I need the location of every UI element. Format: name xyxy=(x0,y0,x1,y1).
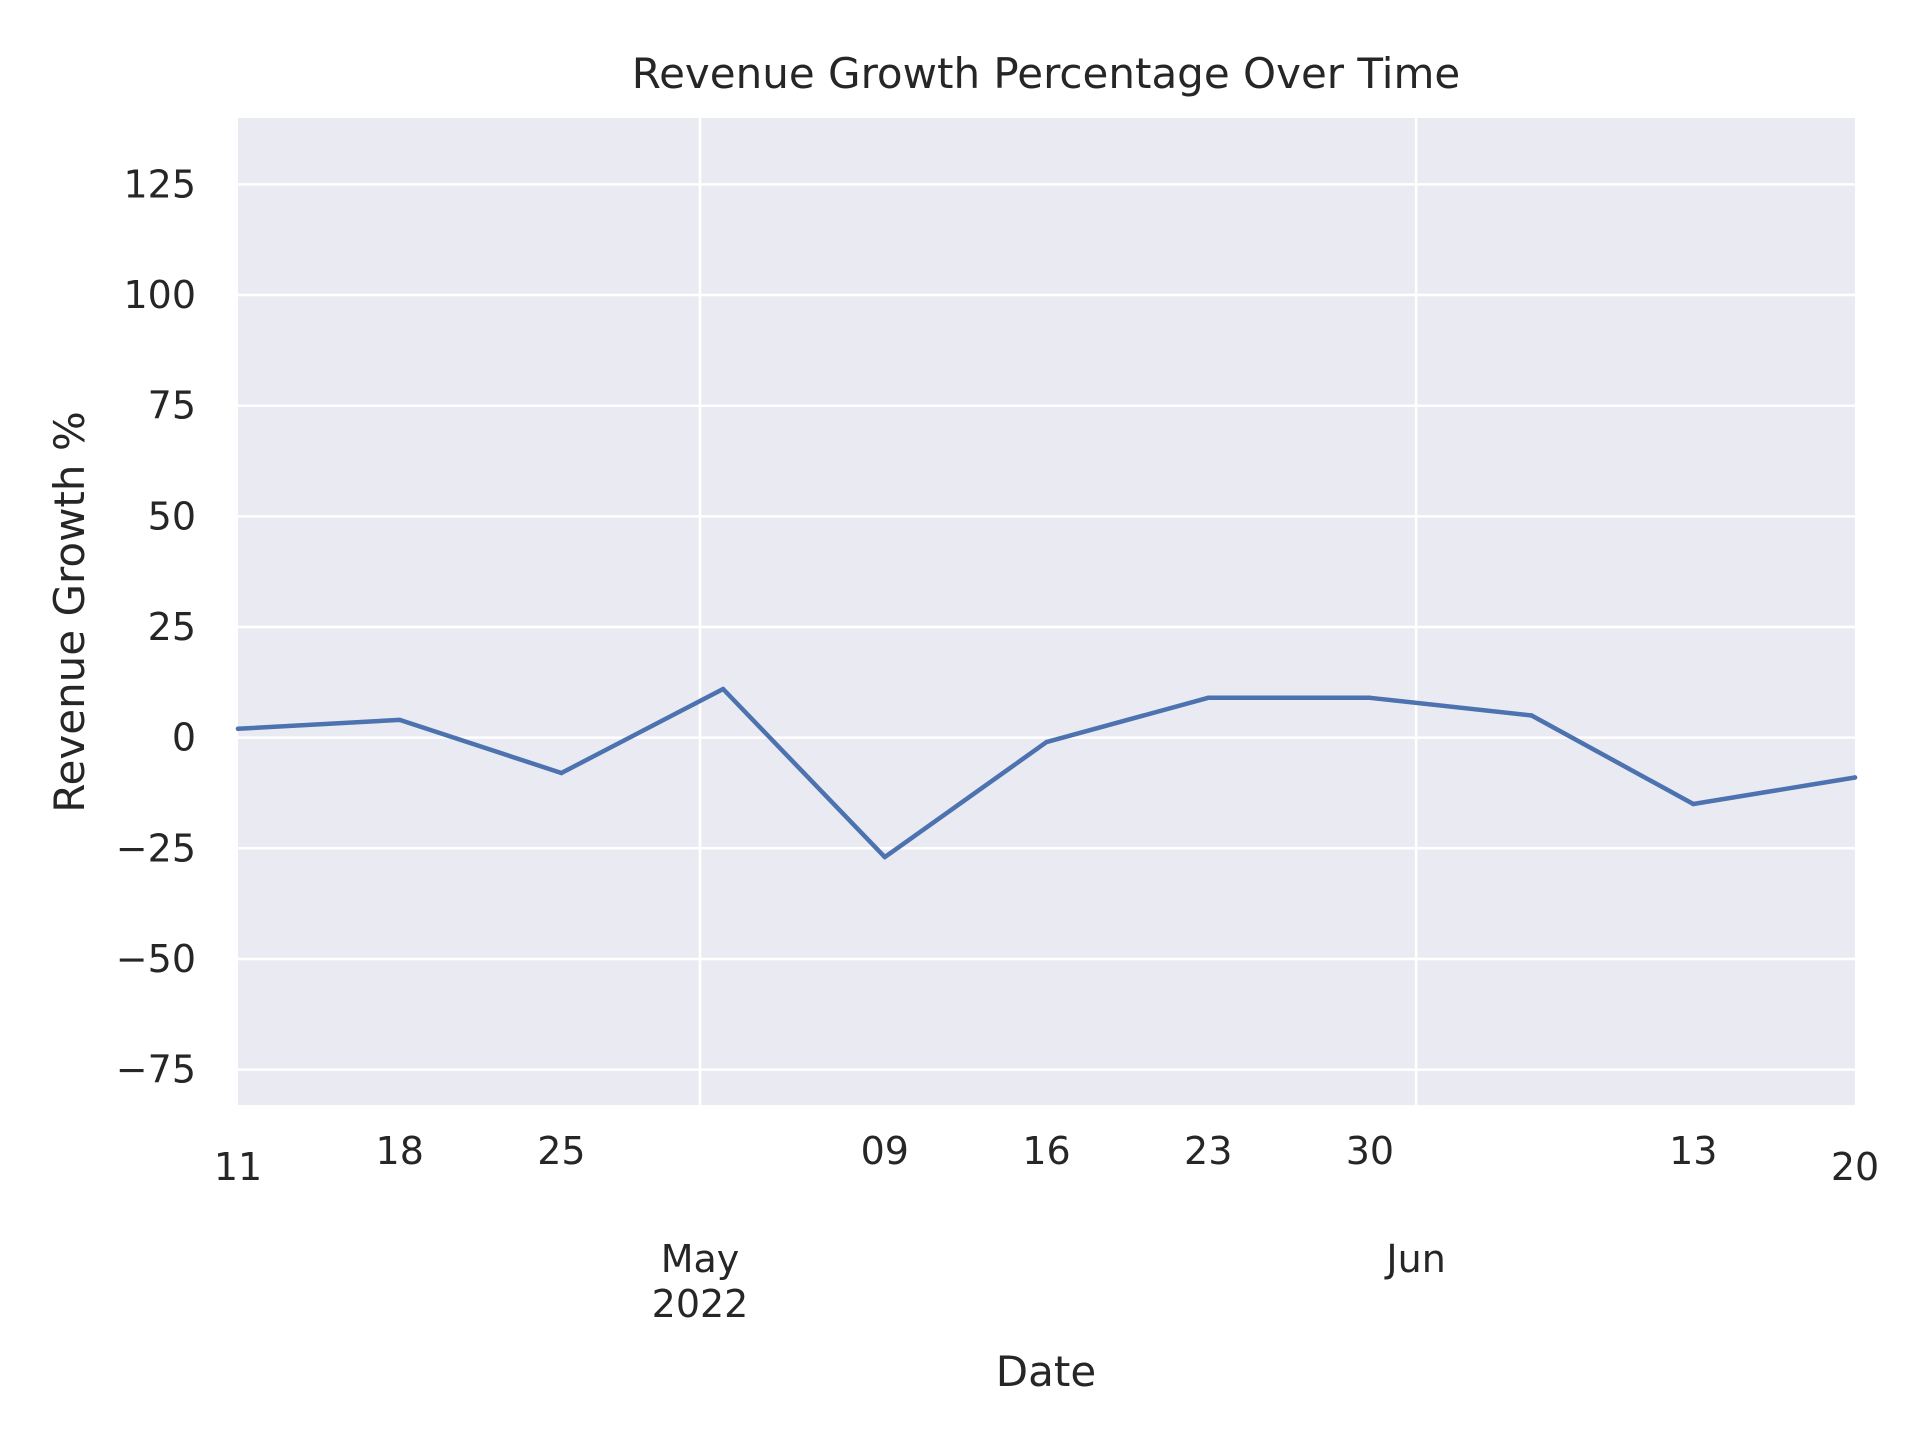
grid-lines xyxy=(238,118,1855,1105)
data-point xyxy=(397,717,402,723)
data-point xyxy=(1206,695,1211,701)
data-point xyxy=(1691,801,1696,807)
x-tick-label: 16 xyxy=(1022,1129,1070,1173)
x-tick-label: 11 xyxy=(214,1145,262,1189)
data-point xyxy=(1852,775,1858,780)
data-point xyxy=(559,770,564,776)
data-point xyxy=(720,686,726,692)
x-tick-label: 30 xyxy=(1346,1129,1394,1173)
y-tick-label: 0 xyxy=(172,716,196,760)
plot-area xyxy=(238,118,1855,1105)
y-tick-label: −50 xyxy=(116,937,196,981)
y-tick-label: 100 xyxy=(123,273,196,317)
y-tick-label: −25 xyxy=(116,826,196,870)
y-tick-label: 125 xyxy=(123,162,196,206)
series-layer xyxy=(235,686,1858,860)
x-tick-label-major: May xyxy=(661,1237,740,1281)
x-tick-label: 13 xyxy=(1669,1129,1717,1173)
y-tick-label: −75 xyxy=(116,1048,196,1092)
x-tick-label-major: 2022 xyxy=(652,1282,749,1326)
data-point xyxy=(1529,713,1534,718)
x-tick-label: 23 xyxy=(1184,1129,1232,1173)
x-tick-label: 09 xyxy=(861,1129,909,1173)
y-axis-label: Revenue Growth % xyxy=(45,411,94,813)
x-tick-label: 20 xyxy=(1831,1145,1879,1189)
data-point xyxy=(882,854,887,860)
y-tick-label: 50 xyxy=(148,494,196,538)
chart-title: Revenue Growth Percentage Over Time xyxy=(632,49,1460,98)
x-tick-label-major: Jun xyxy=(1384,1237,1445,1281)
y-tick-label: 25 xyxy=(148,605,196,649)
data-point xyxy=(235,726,241,731)
x-tick-label: 25 xyxy=(537,1129,585,1173)
y-tick-label: 75 xyxy=(148,384,196,428)
x-axis-label: Date xyxy=(996,1347,1096,1396)
data-point xyxy=(1367,695,1373,701)
y-tick-labels: −75 −50 −25 0 25 50 75 100 125 xyxy=(116,162,196,1091)
data-point xyxy=(1044,739,1049,745)
x-tick-label: 18 xyxy=(376,1129,424,1173)
